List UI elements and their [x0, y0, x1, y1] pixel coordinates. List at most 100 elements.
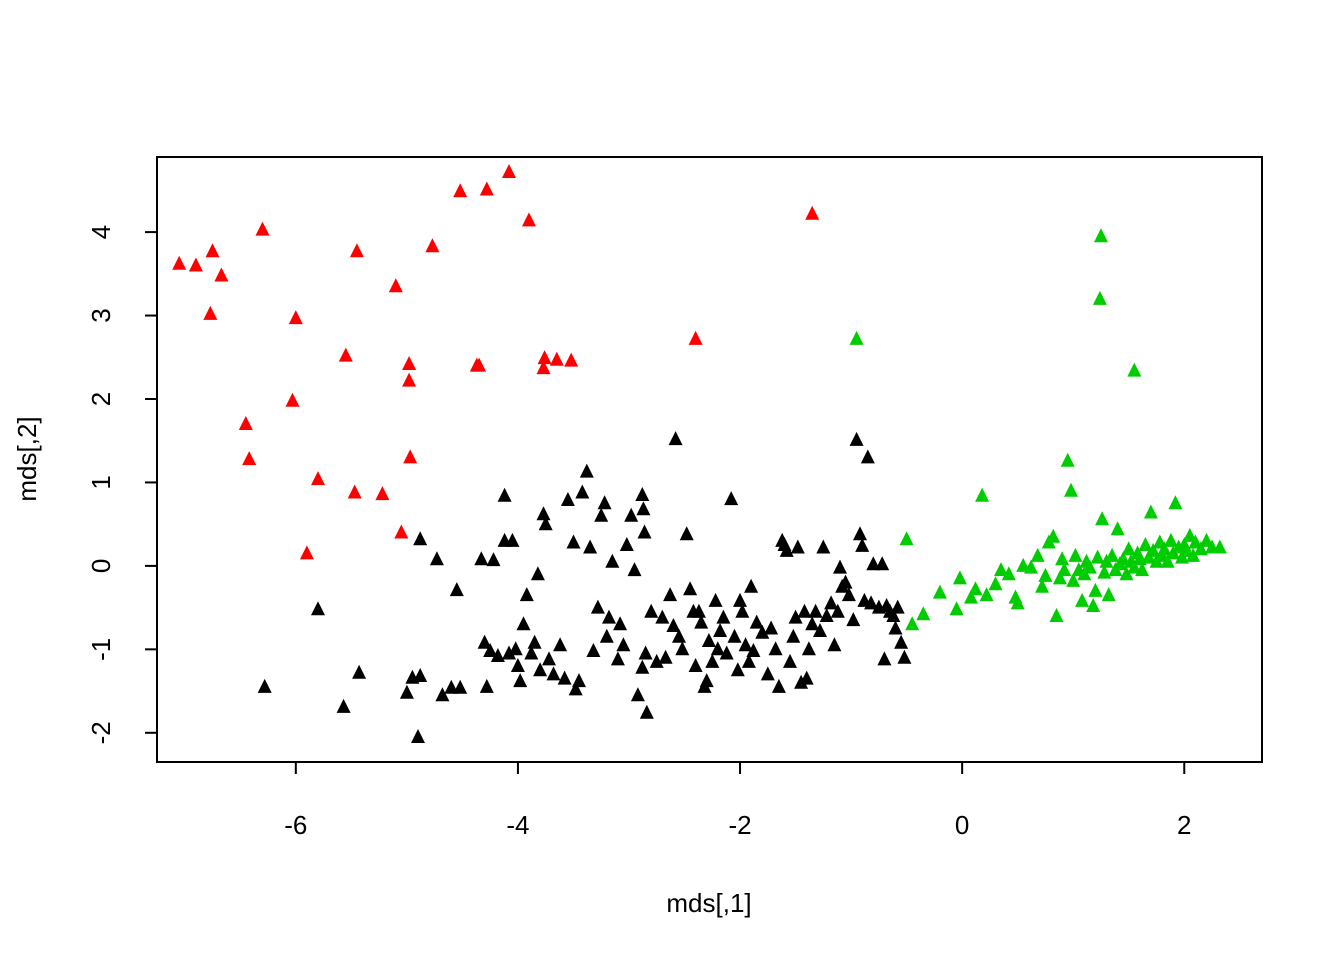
x-tick-label: -2	[728, 810, 751, 840]
data-point	[733, 592, 747, 607]
data-point	[663, 587, 678, 602]
data-point	[285, 392, 300, 407]
data-point	[255, 221, 270, 236]
data-point	[1035, 578, 1050, 593]
data-point	[624, 507, 639, 522]
data-point	[755, 624, 770, 639]
data-point	[890, 599, 905, 614]
data-point	[568, 681, 583, 696]
data-point	[619, 537, 634, 551]
data-point	[402, 372, 417, 387]
data-point	[1068, 547, 1083, 562]
x-axis: -6 -4 -2 0 2	[284, 761, 1191, 840]
data-point	[538, 516, 553, 531]
data-point	[635, 487, 650, 501]
x-tick-label: -4	[506, 810, 529, 840]
data-point	[311, 601, 325, 616]
data-point	[888, 620, 903, 635]
data-point	[1212, 539, 1227, 554]
data-point	[1097, 564, 1112, 579]
data-point	[502, 164, 516, 178]
data-point	[1121, 541, 1136, 556]
data-point	[1060, 452, 1075, 467]
data-point	[713, 623, 728, 637]
data-point	[214, 267, 229, 282]
series-1	[172, 164, 820, 560]
data-point	[1116, 551, 1131, 566]
data-point	[575, 484, 590, 499]
data-point	[783, 653, 797, 668]
y-tick-label: 1	[86, 475, 116, 489]
data-point	[375, 486, 390, 501]
data-point	[824, 595, 839, 610]
data-point	[635, 659, 650, 674]
x-tick-label: 2	[1177, 810, 1191, 840]
data-point	[519, 587, 534, 602]
data-point	[1199, 532, 1214, 547]
plot-frame	[156, 156, 1263, 763]
data-point	[257, 678, 272, 693]
data-point	[1001, 566, 1016, 581]
data-point	[1105, 547, 1120, 562]
data-point	[549, 351, 564, 366]
data-point	[719, 645, 734, 660]
data-point	[899, 531, 914, 546]
data-point	[413, 531, 428, 546]
data-point	[560, 492, 575, 506]
data-point	[527, 634, 542, 649]
series-2	[257, 431, 912, 743]
data-point	[557, 670, 572, 685]
data-point	[1163, 532, 1178, 547]
data-point	[352, 664, 367, 679]
data-point	[572, 673, 586, 688]
data-point	[474, 551, 489, 566]
data-point	[894, 634, 909, 649]
data-point	[644, 603, 659, 618]
data-point	[394, 524, 409, 539]
data-point	[1138, 537, 1153, 551]
data-point	[1168, 495, 1183, 510]
data-point	[855, 537, 870, 552]
data-point	[805, 205, 820, 220]
data-point	[403, 449, 418, 464]
data-point	[749, 614, 764, 629]
data-point	[768, 641, 783, 656]
y-tick-label: 0	[86, 559, 116, 573]
data-point	[744, 578, 759, 593]
data-point	[699, 673, 714, 688]
y-axis: -2 -1 0 1 2 3 4	[86, 225, 158, 744]
data-point	[516, 616, 531, 631]
data-point	[799, 670, 814, 685]
data-point	[425, 238, 440, 253]
data-point	[505, 532, 520, 547]
data-point	[816, 539, 831, 554]
y-axis-title: mds[,2]	[12, 416, 42, 501]
data-point	[1143, 504, 1158, 519]
data-point	[786, 628, 801, 643]
data-point	[764, 620, 779, 635]
data-point	[479, 678, 494, 693]
data-point	[1095, 511, 1110, 526]
data-point	[630, 687, 645, 702]
data-point	[522, 212, 536, 227]
y-tick-label: -1	[86, 638, 116, 661]
data-point	[590, 599, 605, 614]
data-point	[794, 674, 809, 689]
data-point	[479, 181, 494, 196]
data-point	[658, 649, 673, 664]
data-point	[594, 507, 609, 522]
data-point	[1010, 595, 1025, 610]
series-3	[849, 228, 1227, 631]
data-point	[864, 595, 879, 610]
data-point	[530, 566, 545, 581]
data-point	[801, 641, 816, 656]
data-point	[483, 643, 498, 657]
data-point	[586, 643, 601, 657]
data-point	[583, 539, 598, 554]
data-point	[819, 608, 834, 622]
data-point	[897, 649, 912, 664]
data-point	[486, 552, 501, 567]
data-point	[639, 704, 654, 719]
x-tick-label: -6	[284, 810, 307, 840]
data-point	[579, 463, 594, 478]
